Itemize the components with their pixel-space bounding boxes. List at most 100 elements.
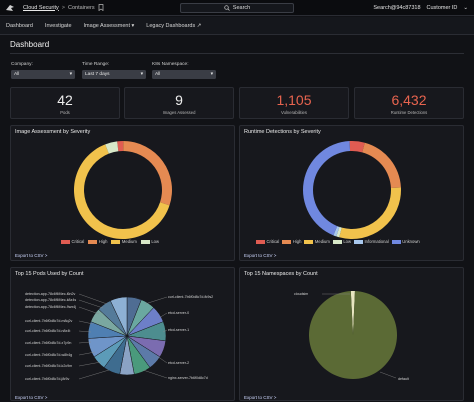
- legend-label: Critical: [266, 239, 280, 244]
- pie-slice-medium[interactable]: [339, 187, 401, 239]
- pie-label: detection-app-78c6f6f4ec-k8z4s: [25, 298, 77, 302]
- panel-title: Runtime Detections by Severity: [244, 129, 321, 135]
- stat-value: 1,105: [276, 92, 312, 108]
- nav-legacy-dashboards[interactable]: Legacy Dashboards ↗: [146, 22, 202, 29]
- search-box[interactable]: Search: [180, 3, 294, 13]
- stat-label: Runtime Detections: [390, 110, 428, 115]
- legend-label: Low: [151, 239, 160, 244]
- top-pods-pie-chart[interactable]: [87, 296, 167, 376]
- legend-label: High: [292, 239, 302, 244]
- breadcrumb: Cloud Security > Containers: [23, 4, 104, 11]
- pie-label: etcd-server-2: [168, 361, 190, 365]
- panel-runtime-detections: Runtime Detections by Severity Critical …: [239, 125, 464, 261]
- pie-slice-high[interactable]: [123, 141, 172, 206]
- legend-item-critical[interactable]: Critical: [61, 239, 84, 244]
- pie-label: curl-client-7b6f0d8c7d-n8x4t: [25, 329, 71, 333]
- panel-title: Image Assessment by Severity: [15, 129, 91, 135]
- legend-item-high[interactable]: High: [282, 239, 301, 244]
- falcon-logo-icon[interactable]: [5, 3, 15, 13]
- nav-image-assessment[interactable]: Image Assessment ▾: [83, 22, 135, 29]
- pie-label: detection-app-78c6f6f4ec-9wx4j: [25, 305, 76, 309]
- search-label: Search: [232, 5, 251, 11]
- breadcrumb-cloud-security[interactable]: Cloud Security: [23, 4, 59, 11]
- panel-top-pods: Top 15 Pods Used by Count detection-app-…: [10, 267, 235, 401]
- legend: Critical High Medium Low: [61, 239, 159, 244]
- pie-slice-unknown[interactable]: [303, 141, 351, 236]
- legend-item-medium[interactable]: Medium: [111, 239, 137, 244]
- chevron-down-icon[interactable]: ⌄: [463, 5, 468, 11]
- legend-swatch: [111, 239, 121, 244]
- pie-slice-default[interactable]: [309, 291, 397, 379]
- stat-card-vulnerabilities[interactable]: 1,105 Vulnerabilities: [239, 87, 349, 119]
- bookmark-icon[interactable]: [98, 4, 104, 11]
- namespace-select[interactable]: All ▾: [152, 70, 216, 79]
- legend-item-critical[interactable]: Critical: [256, 239, 279, 244]
- pie-label: detection-app-78c6f6f4ec-l6n2v: [25, 292, 76, 296]
- customer-id-menu[interactable]: Customer ID: [426, 5, 458, 11]
- legend-item-informational[interactable]: Informational: [354, 239, 389, 244]
- company-select-value: All: [14, 72, 20, 77]
- export-csv-link[interactable]: Export to CSV >: [244, 253, 277, 258]
- legend-swatch: [61, 239, 70, 244]
- stat-card-runtime-detections[interactable]: 6,432 Runtime Detections: [354, 87, 464, 119]
- legend-swatch: [332, 239, 342, 244]
- pie-label: curl-client-7b6f0d8c7d-m8q2v: [25, 319, 73, 323]
- export-csv-link[interactable]: Export to CSV >: [15, 395, 48, 400]
- export-csv-link[interactable]: Export to CSV >: [244, 395, 277, 400]
- legend-item-medium[interactable]: Medium: [304, 239, 330, 244]
- panel-image-assessment: Image Assessment by Severity Critical Hi…: [10, 125, 235, 261]
- runtime-detections-donut-chart[interactable]: [302, 140, 402, 240]
- namespace-filter-label: K8s Namespace:: [152, 62, 189, 67]
- stat-card-pods[interactable]: 42 Pods: [10, 87, 120, 119]
- pie-label: nginx-server-7b6f0d8c7d: [168, 376, 208, 380]
- pie-slice-cloudsim[interactable]: [350, 291, 355, 335]
- legend-swatch: [354, 239, 364, 244]
- company-filter-label: Company:: [11, 62, 33, 67]
- legend-label: High: [98, 239, 108, 244]
- pie-slice-critical[interactable]: [349, 141, 365, 153]
- pie-slice-informational[interactable]: [333, 226, 340, 237]
- search-icon: [224, 5, 230, 11]
- pie-slice-low[interactable]: [336, 226, 342, 238]
- legend: Critical High Medium Low Informational U…: [256, 239, 420, 244]
- company-select[interactable]: All ▾: [11, 70, 75, 79]
- divider: [10, 53, 464, 54]
- legend-swatch: [256, 239, 265, 244]
- legend-label: Low: [343, 239, 352, 244]
- pie-slice-critical[interactable]: [117, 141, 124, 152]
- stat-card-images-assessed[interactable]: 9 Images Assessed: [124, 87, 234, 119]
- legend-swatch: [88, 239, 98, 244]
- pie-slice-low[interactable]: [105, 141, 119, 154]
- legend-swatch: [391, 239, 401, 244]
- legend-item-low[interactable]: Low: [140, 239, 160, 244]
- pie-label: etcd-server-1: [168, 328, 190, 332]
- pie-slice-high[interactable]: [362, 142, 401, 189]
- legend-label: Medium: [121, 239, 137, 244]
- legend-item-high[interactable]: High: [88, 239, 107, 244]
- nav-dashboard[interactable]: Dashboard: [6, 22, 33, 29]
- pie-slice-slice-15[interactable]: [110, 296, 128, 337]
- time-range-filter-label: Time Range:: [82, 62, 110, 67]
- export-csv-link[interactable]: Export to CSV >: [15, 253, 48, 258]
- pie-label: curl-client-7b6f0d8c7d-k2c9m: [25, 364, 73, 368]
- nav-investigate[interactable]: Investigate: [44, 22, 72, 29]
- pie-label: curl-client-7b6f0d8c7d-w8h4g: [25, 353, 73, 357]
- user-menu[interactable]: Search@94c87318: [373, 5, 421, 11]
- legend-item-unknown[interactable]: Unknown: [391, 239, 420, 244]
- top-namespaces-pie-chart[interactable]: [308, 290, 398, 380]
- legend-label: Unknown: [402, 239, 420, 244]
- image-assessment-donut-chart[interactable]: [73, 140, 173, 240]
- legend-swatch: [282, 239, 292, 244]
- time-range-select-value: Last 7 days: [85, 72, 110, 77]
- pie-label: curl-client-7b6f0d8c7d-x7p9n: [25, 341, 72, 345]
- stat-value: 42: [57, 92, 73, 108]
- stat-label: Pods: [60, 110, 70, 115]
- pie-label: curl-client-7b6f0d8c7d-j8r5v: [25, 377, 70, 381]
- chevron-down-icon: ▾: [140, 72, 143, 77]
- time-range-select[interactable]: Last 7 days ▾: [82, 70, 146, 79]
- panel-title: Top 15 Pods Used by Count: [15, 271, 84, 277]
- top-bar: Cloud Security > Containers Search Searc…: [0, 0, 474, 16]
- legend-label: Critical: [71, 239, 85, 244]
- legend-item-low[interactable]: Low: [332, 239, 352, 244]
- top-right-area: Search@94c87318 Customer ID ⌄: [373, 0, 468, 16]
